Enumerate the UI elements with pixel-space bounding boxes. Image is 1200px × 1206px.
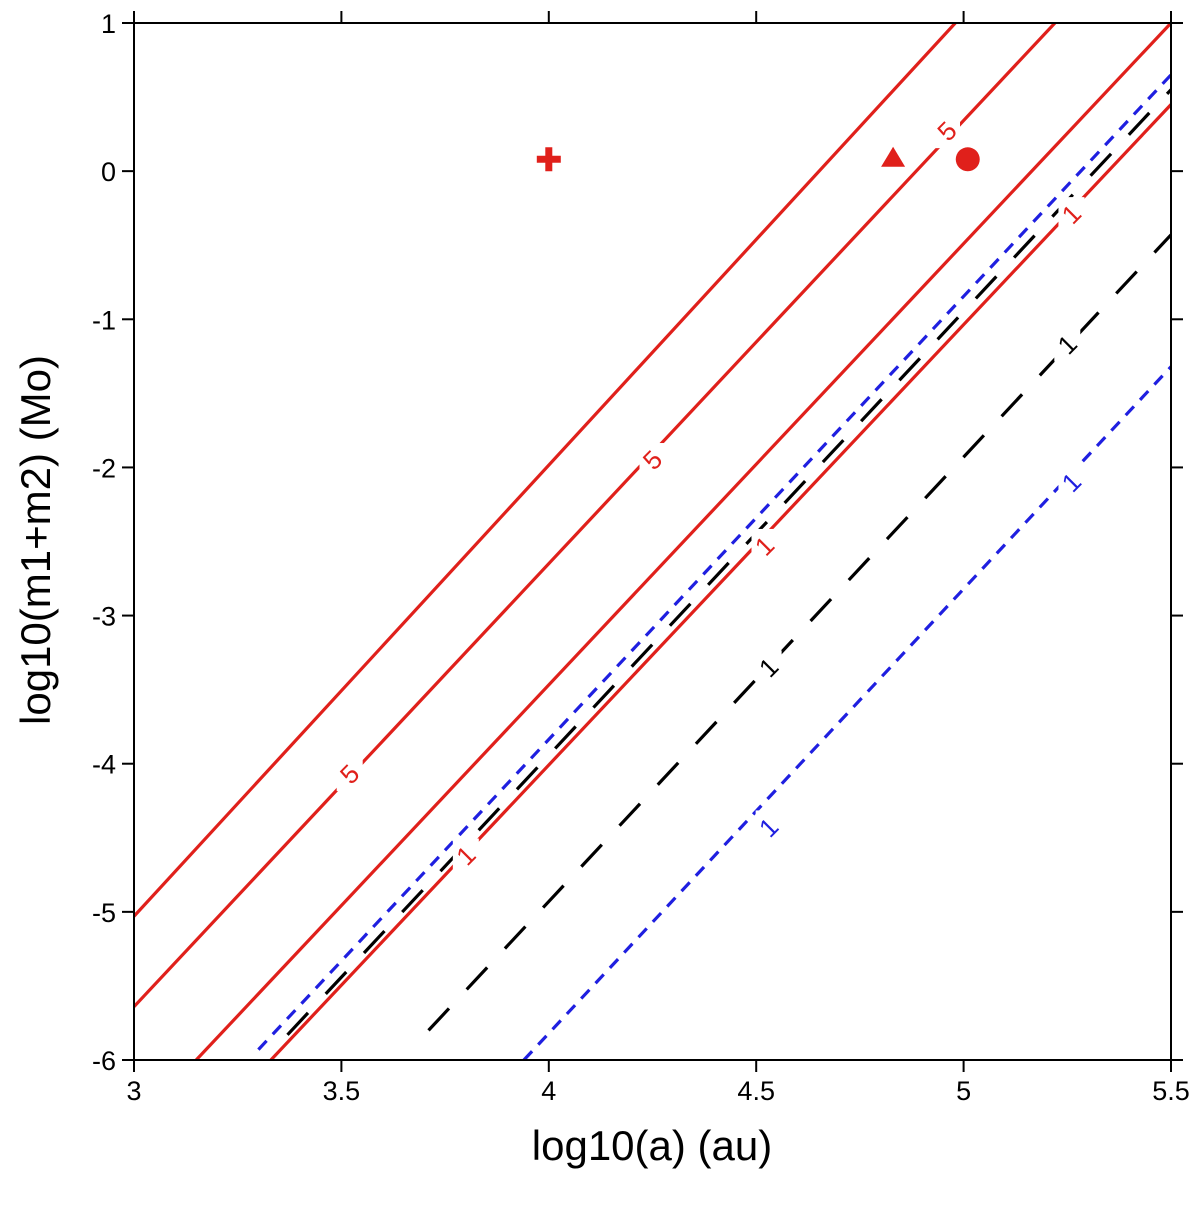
red-solid-3-line (195, 23, 1171, 1060)
y-tick-label: -5 (92, 898, 116, 928)
marker-layer (536, 146, 980, 172)
cross-marker (536, 147, 561, 172)
contour-label-4-bg (1058, 465, 1085, 500)
x-tick-label: 5.5 (1152, 1076, 1190, 1106)
y-tick-label: -4 (92, 750, 116, 780)
plot-frame (133, 22, 1172, 1061)
black-long-dash-upper-line (286, 88, 1171, 1036)
x-tick-label: 4 (541, 1076, 556, 1106)
contour-label-5-bg (751, 528, 778, 563)
x-axis-title: log10(a) (au) (532, 1122, 772, 1169)
y-tick-label: -3 (92, 602, 116, 632)
red-solid-3-label-bg (639, 443, 666, 478)
red-solid-2-line (134, 23, 1057, 1008)
blue-short-dash-lower-line (522, 365, 1171, 1060)
blue-short-dash-lower-label-bg (755, 810, 782, 845)
y-tick-label: 1 (101, 9, 116, 39)
x-tick-label: 3 (126, 1076, 141, 1106)
red-solid-1-line (134, 23, 957, 918)
contour-label-1-bg (934, 114, 961, 149)
y-tick-label: 0 (101, 157, 116, 187)
contour-label-3-bg (1054, 327, 1081, 362)
series-layer (134, 23, 1171, 1060)
y-axis-title: log10(m1+m2) (Mo) (12, 355, 59, 725)
black-long-dash-lower-label-bg (755, 650, 782, 685)
red-solid-2-label-bg (336, 757, 363, 792)
x-tick-label: 5 (956, 1076, 971, 1106)
red-solid-4-label-bg (452, 838, 479, 873)
blue-short-dash-upper-line (257, 73, 1171, 1051)
x-tick-label: 3.5 (323, 1076, 361, 1106)
axes-layer: 3 3.5 4 4.5 5 5.5 -6 -5 -4 -3 -2 -1 0 1 (92, 9, 1190, 1106)
contour-label-2-bg (1058, 197, 1085, 232)
y-tick-label: -6 (92, 1046, 116, 1076)
black-long-dash-lower-line (427, 233, 1171, 1032)
circle-marker (955, 147, 980, 172)
triangle-marker (881, 146, 906, 167)
y-tick-label: -2 (92, 453, 116, 483)
y-tick-label: -1 (92, 305, 116, 335)
red-solid-4-line (269, 103, 1171, 1060)
x-tick-label: 4.5 (737, 1076, 775, 1106)
